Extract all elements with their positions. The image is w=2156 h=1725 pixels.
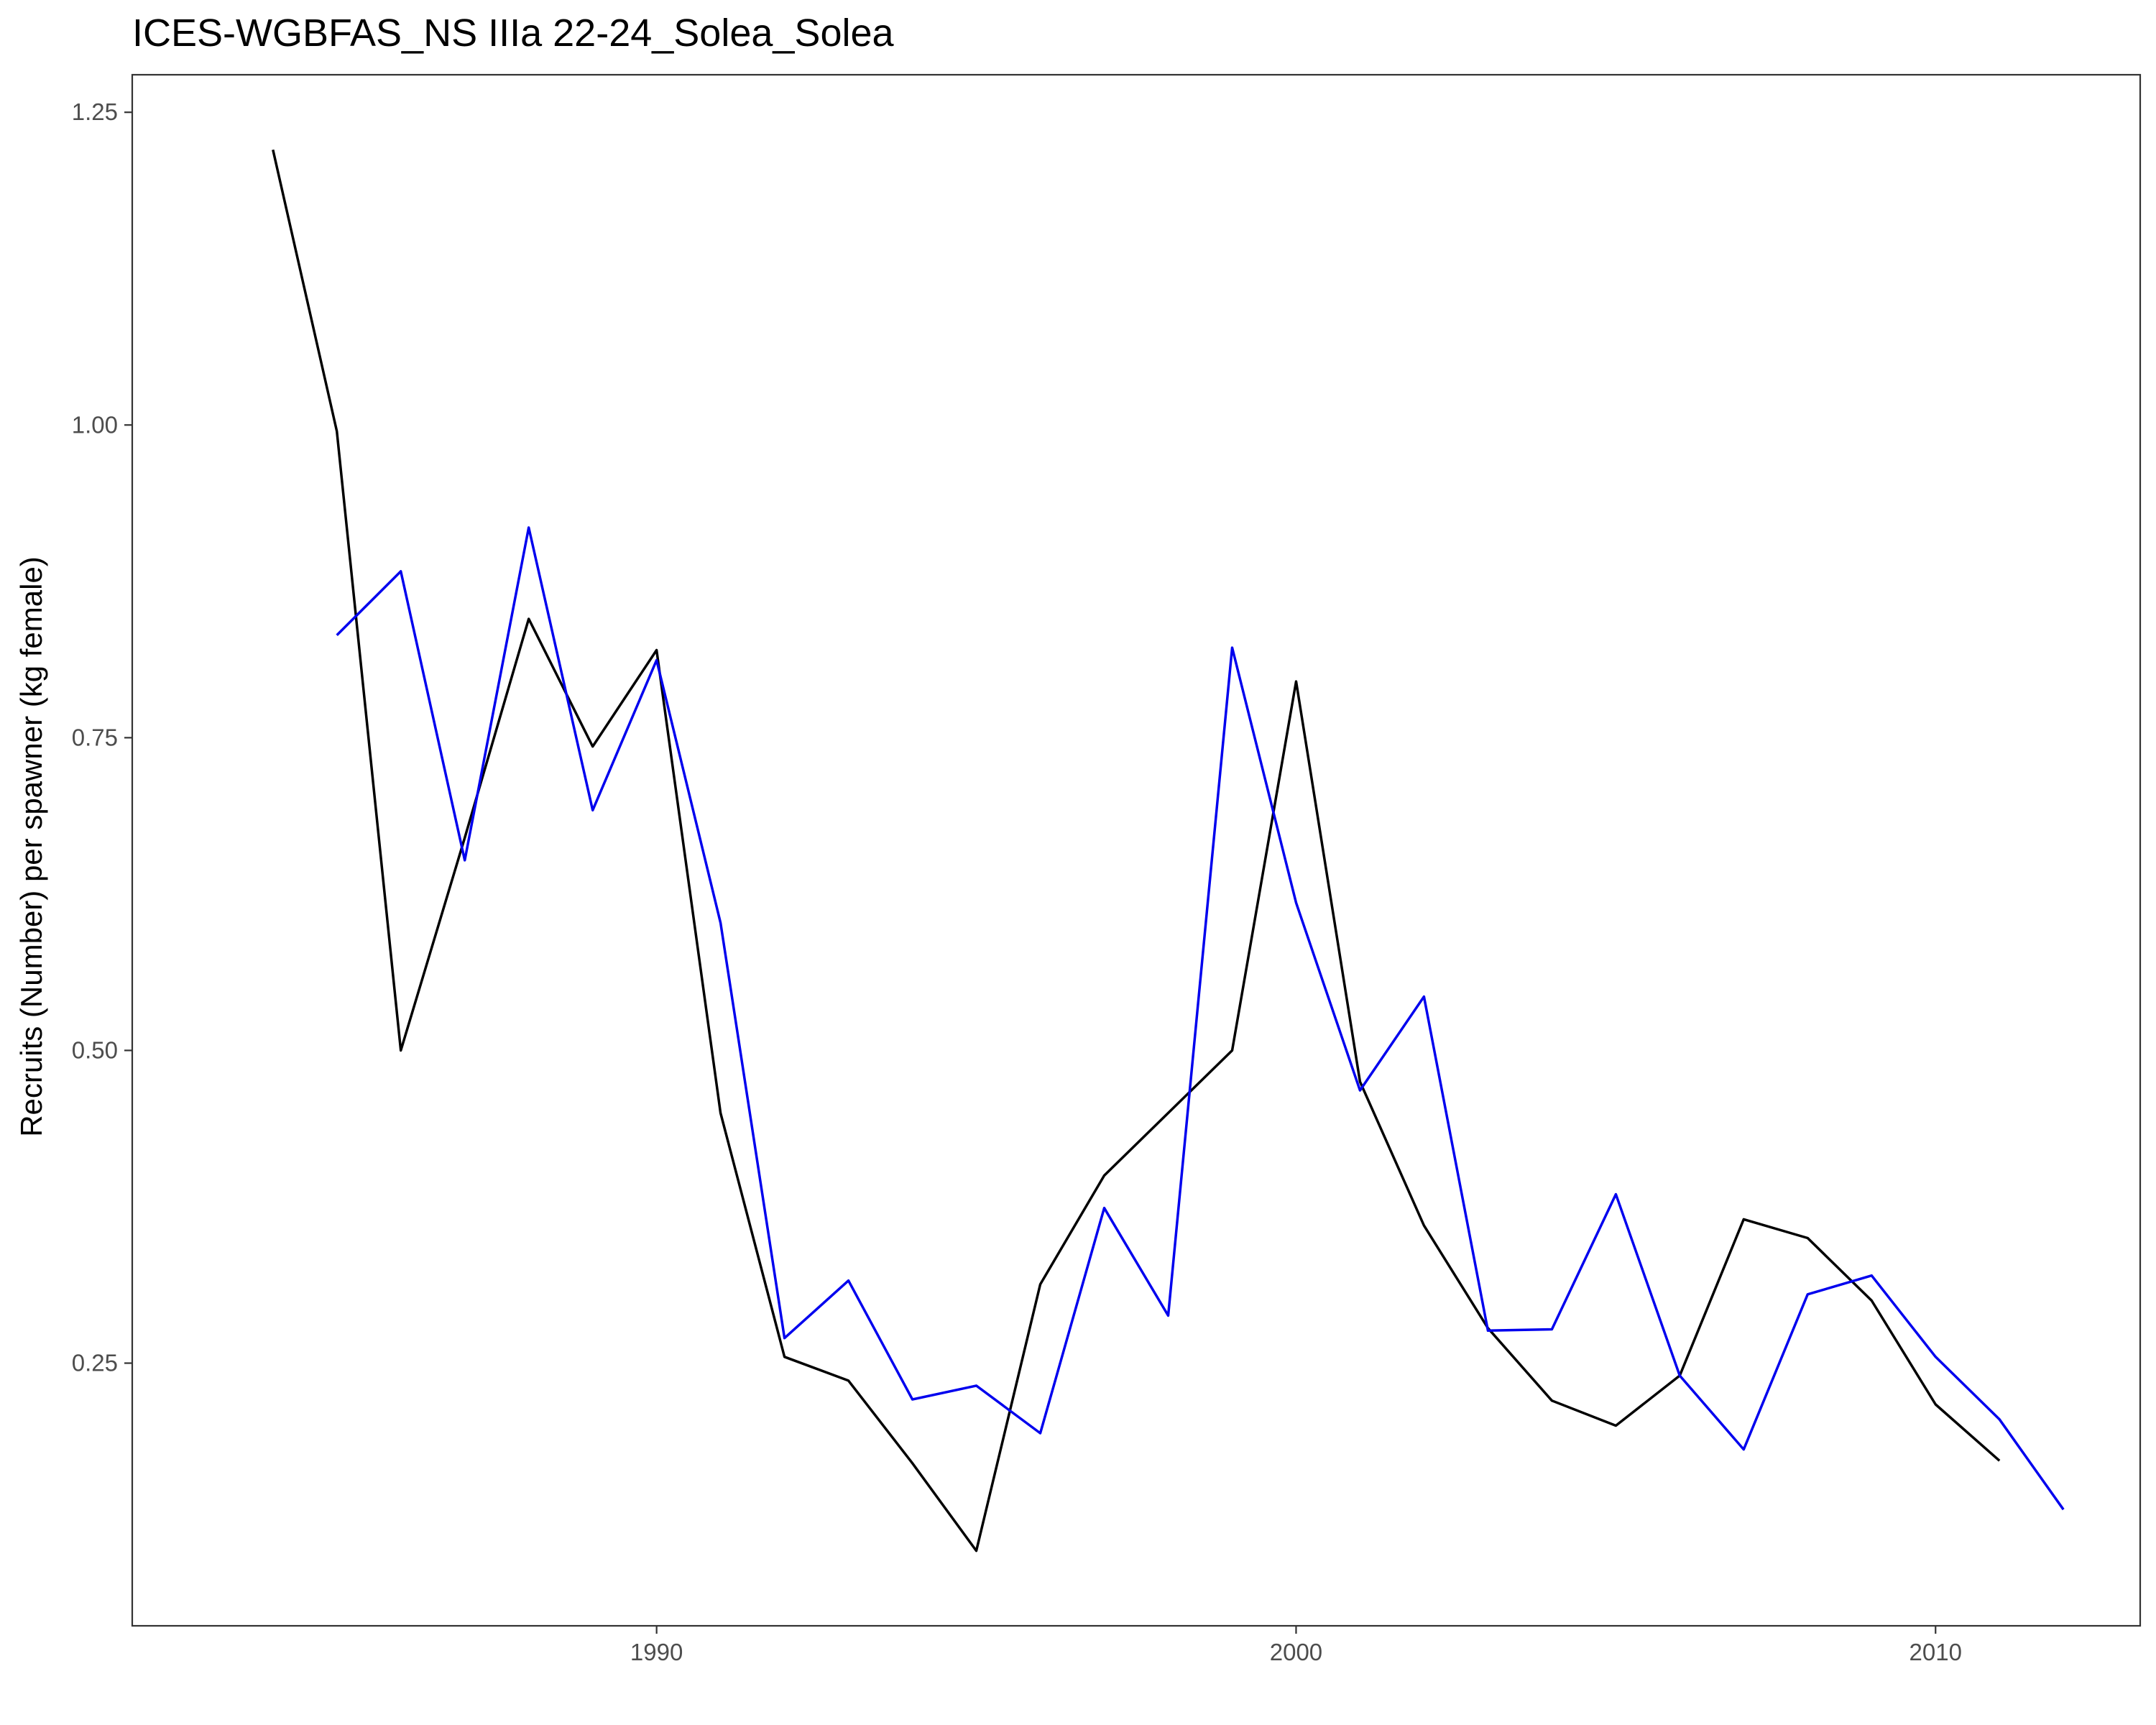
x-axis: 1990 2000 2010 — [630, 1626, 1962, 1665]
x-tick-label: 2000 — [1270, 1639, 1322, 1665]
y-tick-label: 1.00 — [72, 411, 118, 438]
y-axis-title: Recruits (Number) per spawner (kg female… — [14, 556, 48, 1137]
x-tick-label: 2010 — [1909, 1639, 1962, 1665]
y-tick-label: 1.25 — [72, 98, 118, 125]
x-tick-label: 1990 — [630, 1639, 683, 1665]
y-tick-label: 0.25 — [72, 1350, 118, 1376]
y-tick-label: 0.75 — [72, 724, 118, 750]
plot-panel — [131, 73, 2142, 1627]
series-layer — [272, 150, 2065, 1552]
y-tick-label: 0.50 — [72, 1036, 118, 1063]
chart-title: ICES-WGBFAS_NS IIIa 22-24_Solea_Solea — [132, 12, 895, 55]
series-line-1 — [272, 150, 2001, 1552]
series-line-2 — [336, 526, 2065, 1511]
y-axis: 0.25 0.50 0.75 1.00 1.25 — [72, 98, 132, 1376]
